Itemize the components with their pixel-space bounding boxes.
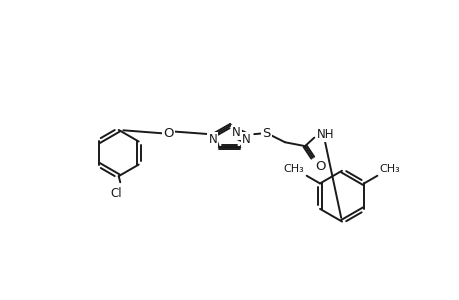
Text: CH₃: CH₃ [379,164,399,174]
Text: N: N [231,126,240,139]
Text: Cl: Cl [110,187,122,200]
Text: CH₃: CH₃ [283,164,304,174]
Text: S: S [262,127,270,140]
Text: O: O [314,160,325,173]
Text: N: N [208,133,217,146]
Text: NH: NH [317,128,334,141]
Text: N: N [241,133,250,146]
Text: O: O [163,127,174,140]
